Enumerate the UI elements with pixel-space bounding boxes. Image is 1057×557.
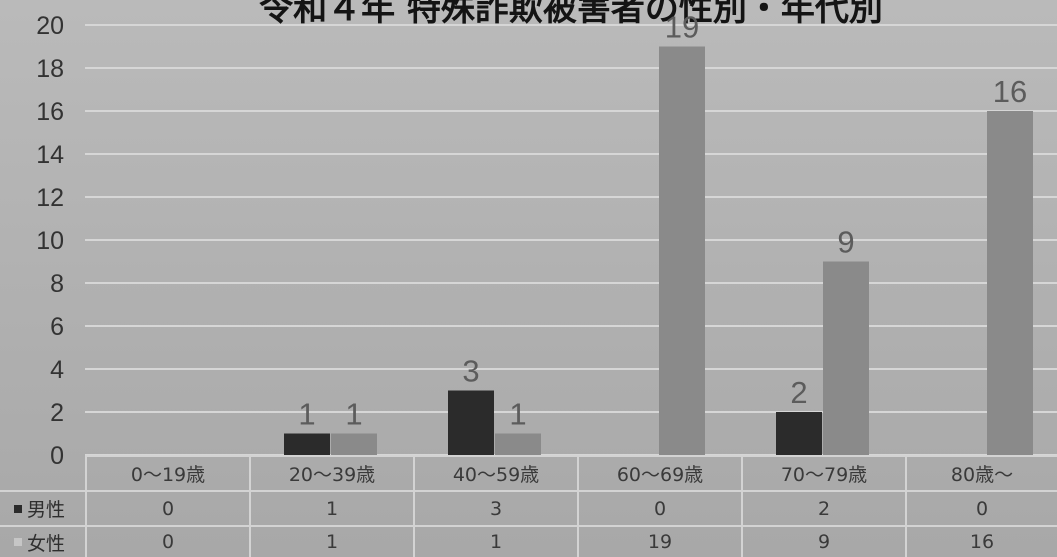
table-cell-male: 2: [741, 490, 905, 525]
bar-male-2: [448, 390, 494, 455]
y-tick-label: 10: [36, 227, 64, 255]
bar-female-3: [659, 46, 705, 455]
table-cell-female: 16: [905, 525, 1057, 557]
y-tick-label: 0: [50, 442, 64, 470]
bar-female-2: [495, 433, 541, 455]
y-tick-label: 2: [50, 399, 64, 427]
table-cell-male: 0: [85, 490, 249, 525]
data-label-male-2: 3: [462, 354, 479, 389]
data-table: 0～19歳 20～39歳 40～59歳 60～69歳 70～79歳 80歳～ 男…: [0, 455, 1057, 557]
table-header-cell: 80歳～: [905, 455, 1057, 490]
table-cell-female: 19: [577, 525, 741, 557]
row-label-female: 女性: [0, 525, 85, 557]
legend-swatch-female: [14, 538, 22, 546]
y-tick-label: 8: [50, 270, 64, 298]
data-label-female-4: 9: [837, 225, 854, 260]
table-cell-female: 1: [249, 525, 413, 557]
data-label-female-1: 1: [345, 397, 362, 432]
table-header-cell: 40～59歳: [413, 455, 577, 490]
table-header-cell: 60～69歳: [577, 455, 741, 490]
table-cell-male: 3: [413, 490, 577, 525]
bar-male-1: [284, 433, 330, 455]
bar-male-4: [776, 412, 822, 455]
data-label-female-3: 19: [665, 10, 699, 45]
y-tick-label: 12: [36, 184, 64, 212]
data-label-male-4: 2: [790, 375, 807, 410]
series-name-female: 女性: [27, 532, 66, 555]
y-tick-label: 14: [36, 141, 64, 169]
data-label-male-1: 1: [298, 397, 315, 432]
bar-female-4: [823, 261, 869, 455]
table-header-cell: 70～79歳: [741, 455, 905, 490]
bar-female-5: [987, 111, 1033, 455]
table-cell-male: 0: [577, 490, 741, 525]
data-label-female-5: 16: [993, 74, 1027, 109]
y-tick-label: 18: [36, 55, 64, 83]
table-cell-female: 1: [413, 525, 577, 557]
table-cell-female: 0: [85, 525, 249, 557]
legend-swatch-male: [14, 504, 22, 513]
y-tick-label: 4: [50, 356, 64, 384]
series-name-male: 男性: [27, 499, 66, 521]
table-cell-female: 9: [741, 525, 905, 557]
table-header-cell: 0～19歳: [85, 455, 249, 490]
table-cell-male: 1: [249, 490, 413, 525]
table-cell-male: 0: [905, 490, 1057, 525]
table-corner: [0, 455, 85, 490]
y-tick-label: 16: [36, 98, 64, 126]
y-tick-label: 6: [50, 313, 64, 341]
y-tick-label: 20: [36, 12, 64, 40]
table-header-cell: 20～39歳: [249, 455, 413, 490]
data-label-female-2: 1: [509, 397, 526, 432]
bar-female-1: [331, 433, 377, 455]
row-label-male: 男性: [0, 490, 85, 525]
